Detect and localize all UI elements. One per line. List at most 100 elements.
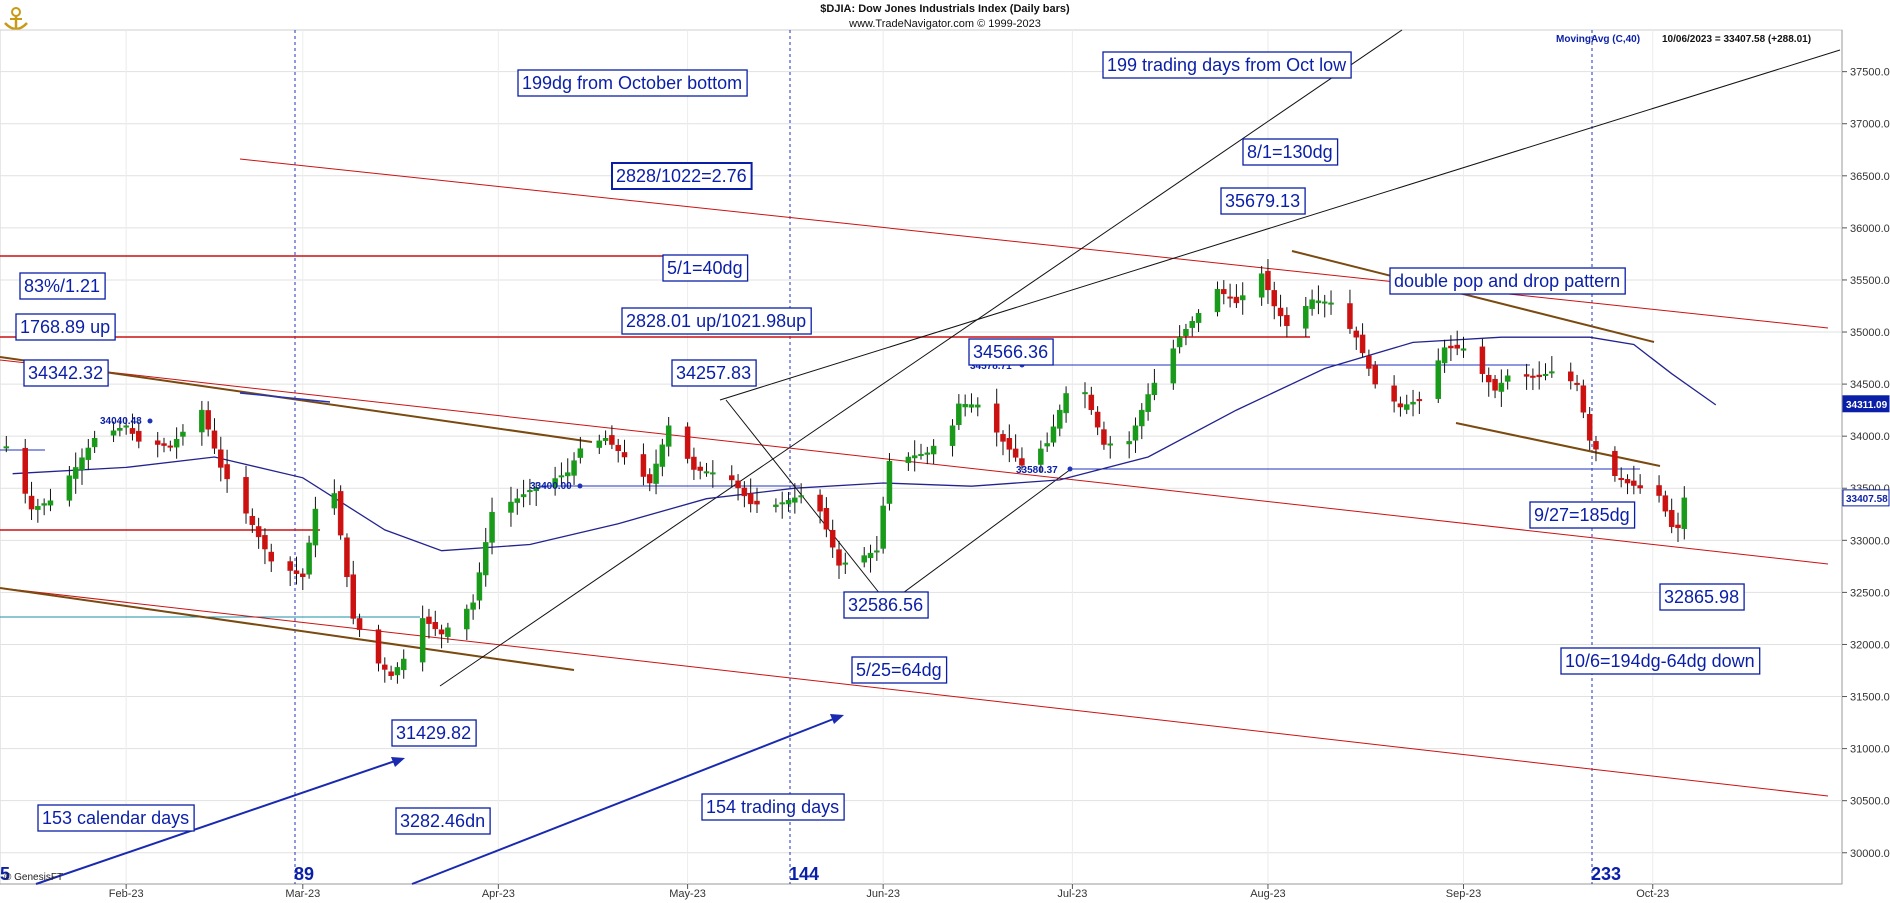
bar-body bbox=[464, 608, 470, 630]
bar-body bbox=[1410, 401, 1416, 405]
x-tick-label: Sep-23 bbox=[1446, 888, 1481, 900]
price-bar bbox=[1675, 512, 1681, 542]
price-bar bbox=[773, 498, 779, 513]
x-tick-label: Feb-23 bbox=[109, 888, 144, 900]
bar-body bbox=[1126, 441, 1132, 445]
annotation-box: 83%/1.21 bbox=[19, 272, 106, 300]
price-bar bbox=[1176, 325, 1183, 354]
price-bar bbox=[1662, 490, 1669, 517]
price-bar bbox=[1082, 382, 1088, 409]
annotation-box: 3282.46dn bbox=[395, 807, 491, 835]
price-bar bbox=[287, 556, 293, 587]
bar-body bbox=[1271, 290, 1278, 307]
price-bar bbox=[640, 443, 647, 486]
annotation-frame bbox=[395, 807, 491, 835]
price-bar bbox=[47, 488, 54, 512]
bar-body bbox=[293, 570, 300, 574]
price-bar bbox=[911, 440, 918, 472]
credit-genesis: © GenesisFT bbox=[4, 872, 63, 883]
annotation-frame bbox=[1560, 647, 1761, 675]
annotation-frame bbox=[701, 793, 845, 821]
annotation-box: 153 calendar days bbox=[37, 804, 195, 832]
arrow-153-calendar bbox=[35, 759, 399, 885]
price-bar bbox=[621, 439, 628, 465]
bar-body bbox=[1435, 360, 1442, 399]
small-label-33400: 33400.00 bbox=[530, 481, 572, 492]
price-bar bbox=[1315, 285, 1322, 315]
price-bar bbox=[1656, 475, 1662, 503]
annotation-text: 8/1=130dg bbox=[1247, 142, 1333, 162]
annotations: 199dg from October bottom 199 trading day… bbox=[15, 51, 1761, 835]
price-bar bbox=[224, 449, 230, 493]
annotation-box: 199 trading days from Oct low bbox=[1102, 51, 1352, 79]
bar-body bbox=[1145, 394, 1151, 412]
bar-body bbox=[1189, 321, 1196, 328]
bar-body bbox=[445, 627, 451, 637]
price-bar bbox=[1479, 338, 1486, 383]
small-dot-34040 bbox=[147, 418, 153, 424]
price-bar bbox=[154, 431, 161, 458]
annotation-text: 34342.32 bbox=[28, 363, 103, 383]
bar-body bbox=[697, 466, 703, 471]
price-bar bbox=[1309, 289, 1315, 316]
bar-body bbox=[1101, 429, 1107, 445]
price-bar bbox=[1328, 290, 1334, 315]
price-bar bbox=[110, 421, 117, 443]
price-bar bbox=[331, 479, 338, 515]
y-tick-label: 30000.00 bbox=[1850, 848, 1890, 860]
price-bar bbox=[445, 622, 451, 643]
annotation-box: 9/27=185dg bbox=[1529, 501, 1636, 529]
price-bar bbox=[337, 485, 344, 540]
bar-body bbox=[388, 671, 394, 676]
price-bar bbox=[129, 413, 136, 441]
bar-body bbox=[1586, 414, 1593, 441]
bar-body bbox=[1536, 374, 1542, 378]
bar-body bbox=[1347, 303, 1353, 329]
price-bar bbox=[829, 519, 836, 558]
price-bar bbox=[741, 481, 748, 508]
bar-body bbox=[1170, 348, 1177, 384]
bar-body bbox=[312, 508, 319, 546]
price-bar bbox=[426, 608, 432, 639]
price-bar bbox=[1372, 361, 1378, 389]
annotation-frame bbox=[1389, 267, 1626, 295]
price-bar bbox=[350, 560, 357, 625]
black-zig-1 bbox=[725, 399, 889, 605]
annotation-text: 5/1=40dg bbox=[667, 258, 743, 278]
price-bar bbox=[1366, 349, 1372, 377]
price-bar bbox=[1485, 367, 1492, 397]
annotation-frame bbox=[968, 338, 1054, 366]
price-labels: 34311.09 33407.58 bbox=[1842, 395, 1890, 507]
x-tick-label: Mar-23 bbox=[285, 888, 320, 900]
price-bar bbox=[508, 486, 514, 527]
red-channel-low bbox=[0, 587, 1829, 797]
bar-body bbox=[1612, 450, 1618, 476]
price-bar bbox=[419, 605, 426, 672]
annotation-box: 31429.82 bbox=[391, 719, 477, 747]
bar-body bbox=[1656, 485, 1662, 496]
bar-body bbox=[1593, 441, 1599, 450]
annotation-frame bbox=[1102, 51, 1352, 79]
price-bar bbox=[293, 556, 300, 585]
bar-body bbox=[1372, 365, 1378, 385]
annotation-box: double pop and drop pattern bbox=[1389, 267, 1626, 295]
price-bar bbox=[968, 393, 975, 413]
price-bar bbox=[558, 462, 565, 487]
price-bar bbox=[552, 466, 558, 496]
bar-body bbox=[949, 425, 956, 446]
bar-body bbox=[691, 456, 697, 470]
legend-moving-avg: MovingAvg (C,40) bbox=[1556, 34, 1640, 45]
bar-body bbox=[1403, 404, 1410, 410]
price-bars bbox=[3, 259, 1688, 684]
bar-body bbox=[747, 493, 754, 505]
annotation-box: 154 trading days bbox=[701, 793, 845, 821]
price-bar bbox=[394, 662, 401, 684]
bar-body bbox=[653, 463, 659, 484]
bar-body bbox=[1082, 392, 1088, 395]
bar-body bbox=[1050, 426, 1057, 443]
bar-body bbox=[1233, 296, 1240, 304]
price-bar bbox=[609, 425, 615, 450]
price-bar bbox=[905, 452, 912, 471]
price-bar bbox=[1227, 283, 1233, 308]
